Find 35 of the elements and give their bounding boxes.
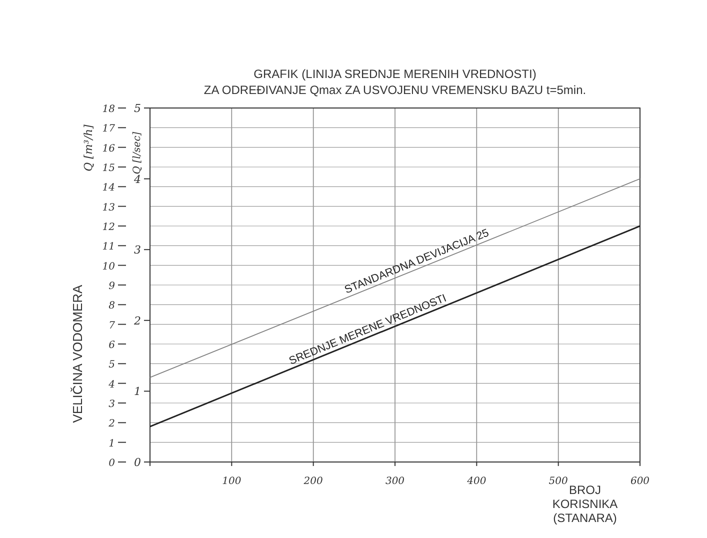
y2-tick-label: 1 <box>134 385 141 398</box>
y-tick-label: 11 <box>102 242 115 253</box>
y-tick-label: 17 <box>102 124 116 135</box>
y-tick-label: 9 <box>108 281 116 292</box>
chart-title: GRAFIK (LINIJA SREDNJE MERENIH VREDNOSTI) <box>254 67 536 81</box>
y2-tick-label: 2 <box>133 314 141 328</box>
y-tick-label: 16 <box>102 143 116 154</box>
y-tick-label: 7 <box>108 320 116 332</box>
chart-subtitle: ZA ODREĐIVANJE Qmax ZA USVOJENU VREMENSKU BAZU t=5min. <box>204 83 586 97</box>
y2-tick-label: 3 <box>134 244 141 257</box>
y-tick-label: 0 <box>108 458 116 469</box>
y-tick-label: 13 <box>102 202 115 214</box>
y-axis-title: Q [m³/h] <box>82 124 95 172</box>
x-tick-label: 200 <box>302 476 324 487</box>
y-tick-label: 10 <box>102 261 116 272</box>
y-tick-label: 6 <box>108 340 116 351</box>
y-tick-label: 15 <box>102 163 115 174</box>
y-tick-label: 18 <box>102 104 115 115</box>
y-tick-label: 2 <box>108 418 115 430</box>
x-tick-label: 300 <box>385 476 406 487</box>
y-tick-label: 3 <box>108 399 115 410</box>
text: VELIČINA VODOMERA <box>70 284 85 423</box>
x-tick-label: 100 <box>222 476 242 487</box>
y2-tick-label: 5 <box>134 102 141 115</box>
y-tick-label: 12 <box>102 222 115 233</box>
y-tick-label: 8 <box>108 300 115 312</box>
y-tick-label: 14 <box>102 182 115 194</box>
y2-axis-title: Q [l/sec] <box>132 132 143 174</box>
y2-tick-label: 0 <box>134 456 141 469</box>
y-tick-label: 5 <box>108 360 115 371</box>
y-tick-label: 1 <box>108 438 115 450</box>
y2-tick-label: 4 <box>133 172 141 186</box>
y-tick-label: 4 <box>108 379 115 390</box>
x-tick-label: 400 <box>466 476 487 487</box>
x-tick-label: 600 <box>630 476 650 487</box>
